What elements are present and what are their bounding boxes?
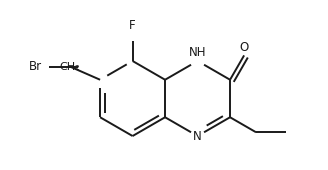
Text: NH: NH xyxy=(189,46,206,60)
Text: O: O xyxy=(239,41,249,54)
Text: N: N xyxy=(193,130,202,142)
Text: CH₂: CH₂ xyxy=(60,62,80,72)
Text: Br: Br xyxy=(29,60,42,73)
Text: F: F xyxy=(129,20,136,32)
